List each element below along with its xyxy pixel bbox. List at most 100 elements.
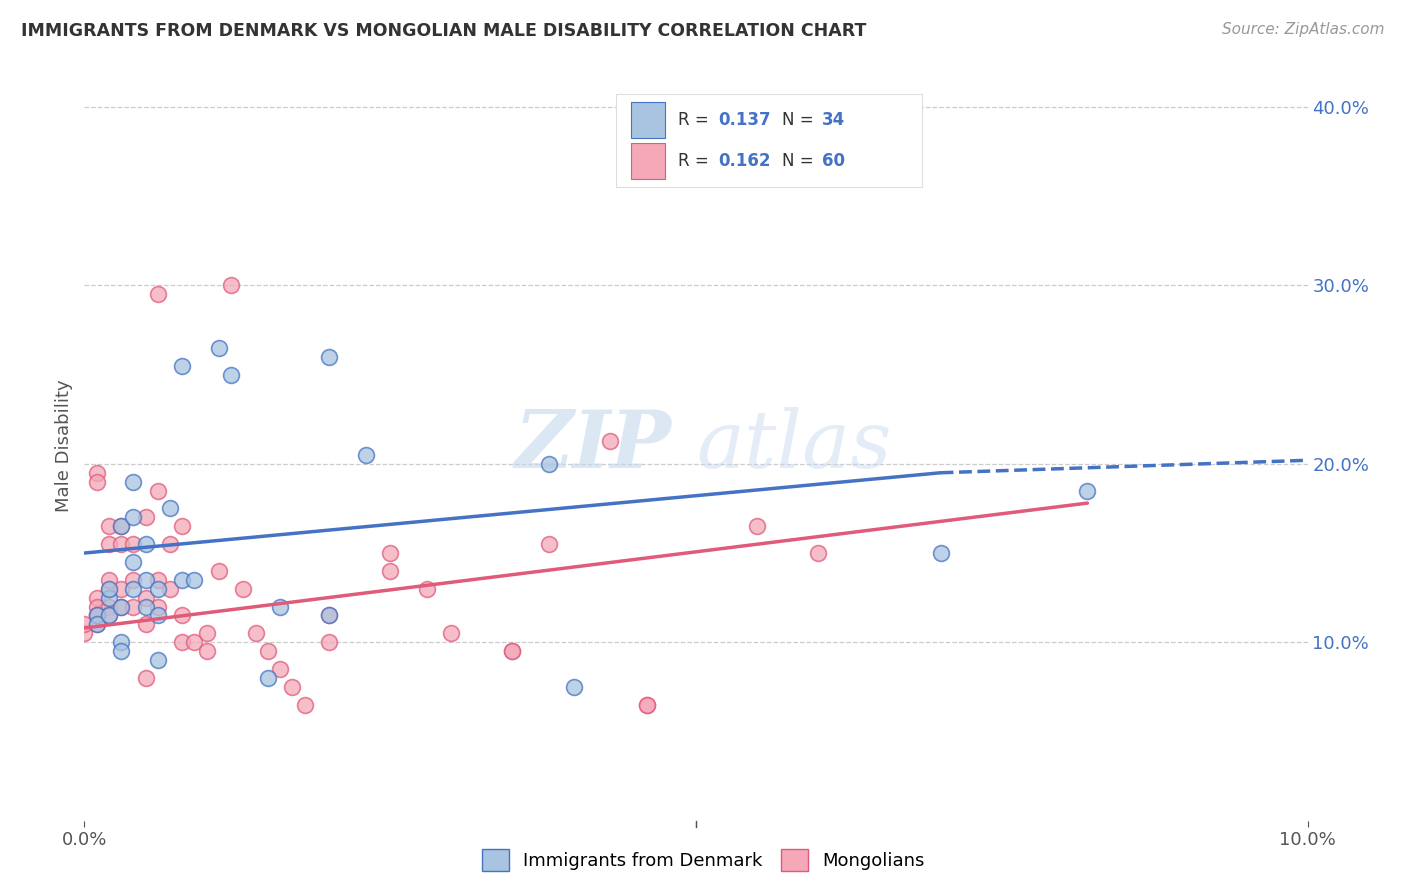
Point [135,510,157,524]
Point [538,457,561,471]
Point [502,644,524,658]
Point [183,573,205,587]
Point [318,608,340,623]
Text: ZIP: ZIP [515,408,672,484]
Point [380,546,402,560]
Point [135,599,157,614]
Point [318,350,340,364]
Point [245,626,267,640]
Point [440,626,463,640]
Point [172,608,194,623]
Point [219,278,242,293]
Point [97,537,120,551]
FancyBboxPatch shape [616,94,922,187]
Point [110,599,132,614]
Point [747,519,769,533]
Point [122,537,145,551]
Point [146,287,169,301]
Point [146,573,169,587]
Point [135,537,157,551]
Point [929,546,952,560]
Text: R =: R = [678,153,714,170]
Text: N =: N = [782,153,818,170]
Point [86,466,108,480]
Point [416,582,439,596]
Text: IMMIGRANTS FROM DENMARK VS MONGOLIAN MALE DISABILITY CORRELATION CHART: IMMIGRANTS FROM DENMARK VS MONGOLIAN MAL… [21,22,866,40]
Point [1076,483,1098,498]
Point [257,644,280,658]
Point [599,434,621,448]
Text: Source: ZipAtlas.com: Source: ZipAtlas.com [1222,22,1385,37]
Point [73,617,96,632]
Point [86,617,108,632]
Point [195,644,218,658]
Point [269,662,291,676]
Point [146,653,169,667]
Point [172,519,194,533]
Point [257,671,280,685]
Point [110,644,132,658]
Point [110,582,132,596]
Point [172,635,194,649]
Point [110,635,132,649]
Point [97,573,120,587]
Point [502,644,524,658]
Text: 0.137: 0.137 [718,112,770,129]
Point [172,359,194,373]
Point [73,626,96,640]
Point [86,591,108,605]
Point [97,582,120,596]
Point [97,591,120,605]
Point [86,475,108,489]
Point [269,599,291,614]
Point [281,680,304,694]
Point [146,483,169,498]
Text: N =: N = [782,112,818,129]
Point [172,573,194,587]
Bar [631,102,665,138]
Text: R =: R = [678,112,714,129]
Point [159,501,181,516]
Point [219,368,242,382]
Legend: Immigrants from Denmark, Mongolians: Immigrants from Denmark, Mongolians [474,842,932,879]
Text: 34: 34 [823,112,845,129]
Text: atlas: atlas [696,408,891,484]
Point [562,680,585,694]
Bar [631,144,665,179]
Point [294,698,316,712]
Point [636,698,658,712]
Point [122,599,145,614]
Point [636,698,658,712]
Point [159,582,181,596]
Point [146,582,169,596]
Point [97,608,120,623]
Point [318,608,340,623]
Point [807,546,830,560]
Point [146,608,169,623]
Point [122,582,145,596]
Point [135,573,157,587]
Point [318,635,340,649]
Point [86,608,108,623]
Point [380,564,402,578]
Point [97,582,120,596]
Point [122,573,145,587]
Point [232,582,254,596]
Point [208,564,231,578]
Point [135,617,157,632]
Point [86,608,108,623]
Y-axis label: Male Disability: Male Disability [55,380,73,512]
Point [97,608,120,623]
Point [135,671,157,685]
Point [86,617,108,632]
Point [86,599,108,614]
Text: 60: 60 [823,153,845,170]
Point [110,599,132,614]
Point [110,537,132,551]
Point [110,519,132,533]
Point [97,599,120,614]
Point [122,510,145,524]
Point [135,591,157,605]
Text: 0.162: 0.162 [718,153,770,170]
Point [354,448,377,462]
